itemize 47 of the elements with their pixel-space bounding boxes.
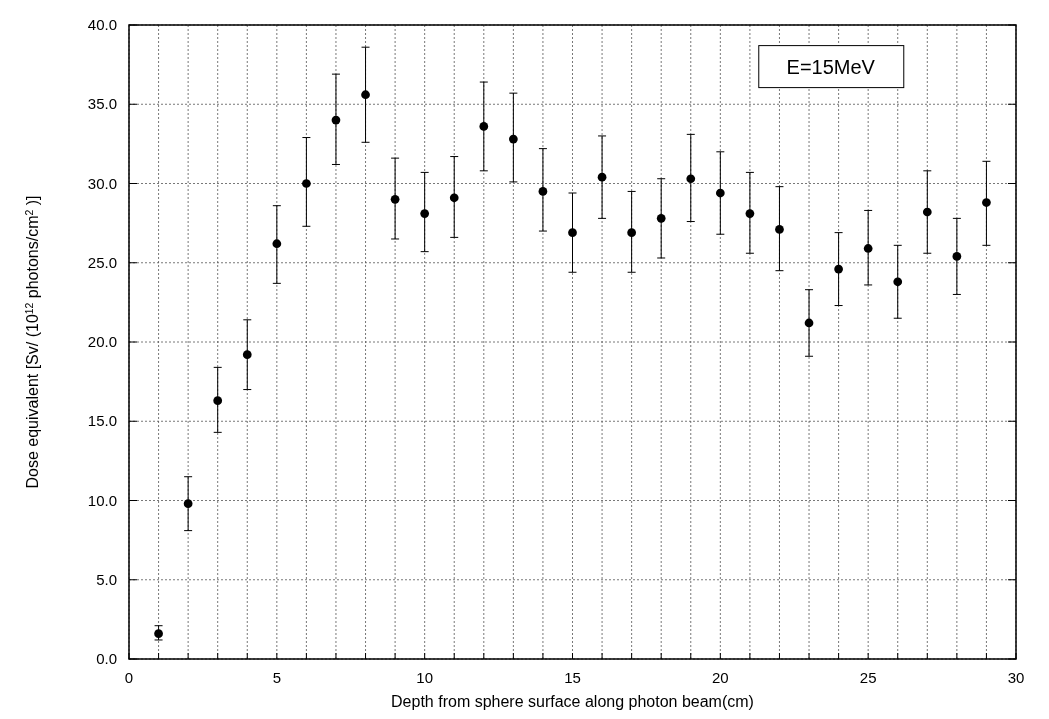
y-tick-label: 30.0	[87, 174, 117, 192]
x-axis-title: Depth from sphere surface along photon beam(cm)	[391, 693, 754, 710]
point	[479, 122, 489, 131]
point	[538, 187, 548, 196]
point	[922, 207, 932, 217]
point	[449, 193, 459, 203]
point	[272, 239, 282, 249]
point	[893, 277, 903, 287]
y-tick-label: 10.0	[87, 491, 117, 509]
point	[775, 225, 784, 234]
point	[242, 350, 252, 360]
point	[302, 179, 311, 188]
y-tick-label: 15.0	[87, 412, 117, 430]
point	[952, 252, 962, 261]
x-tick-label: 0	[124, 669, 134, 686]
point	[715, 188, 725, 198]
point	[568, 228, 577, 237]
point	[686, 174, 696, 184]
point	[627, 228, 636, 237]
x-tick-label: 25	[859, 669, 877, 686]
y-tick-label: 20.0	[87, 333, 117, 350]
point	[597, 172, 607, 182]
y-tick-label: 25.0	[87, 253, 117, 271]
point	[420, 209, 430, 218]
x-tick-label: 15	[564, 669, 581, 686]
point	[154, 629, 163, 638]
point	[982, 198, 991, 207]
x-tick-label: 10	[416, 669, 434, 686]
point	[834, 264, 843, 274]
y-tick-label: 5.0	[96, 570, 117, 588]
point	[745, 209, 755, 218]
y-tick-label: 0.0	[96, 650, 117, 667]
point	[331, 115, 341, 125]
point	[361, 90, 370, 100]
x-tick-label: 30	[1007, 669, 1025, 686]
annotation: E=15MeV	[786, 55, 876, 78]
point	[183, 499, 193, 509]
x-tick-label: 5	[272, 669, 282, 686]
y-tick-label: 35.0	[87, 95, 117, 113]
point	[390, 194, 400, 204]
x-tick-label: 20	[711, 669, 729, 686]
y-tick-label: 40.0	[87, 16, 117, 33]
point	[804, 318, 814, 328]
point	[213, 396, 223, 406]
point	[509, 134, 518, 144]
point	[656, 214, 666, 223]
point	[863, 244, 873, 253]
